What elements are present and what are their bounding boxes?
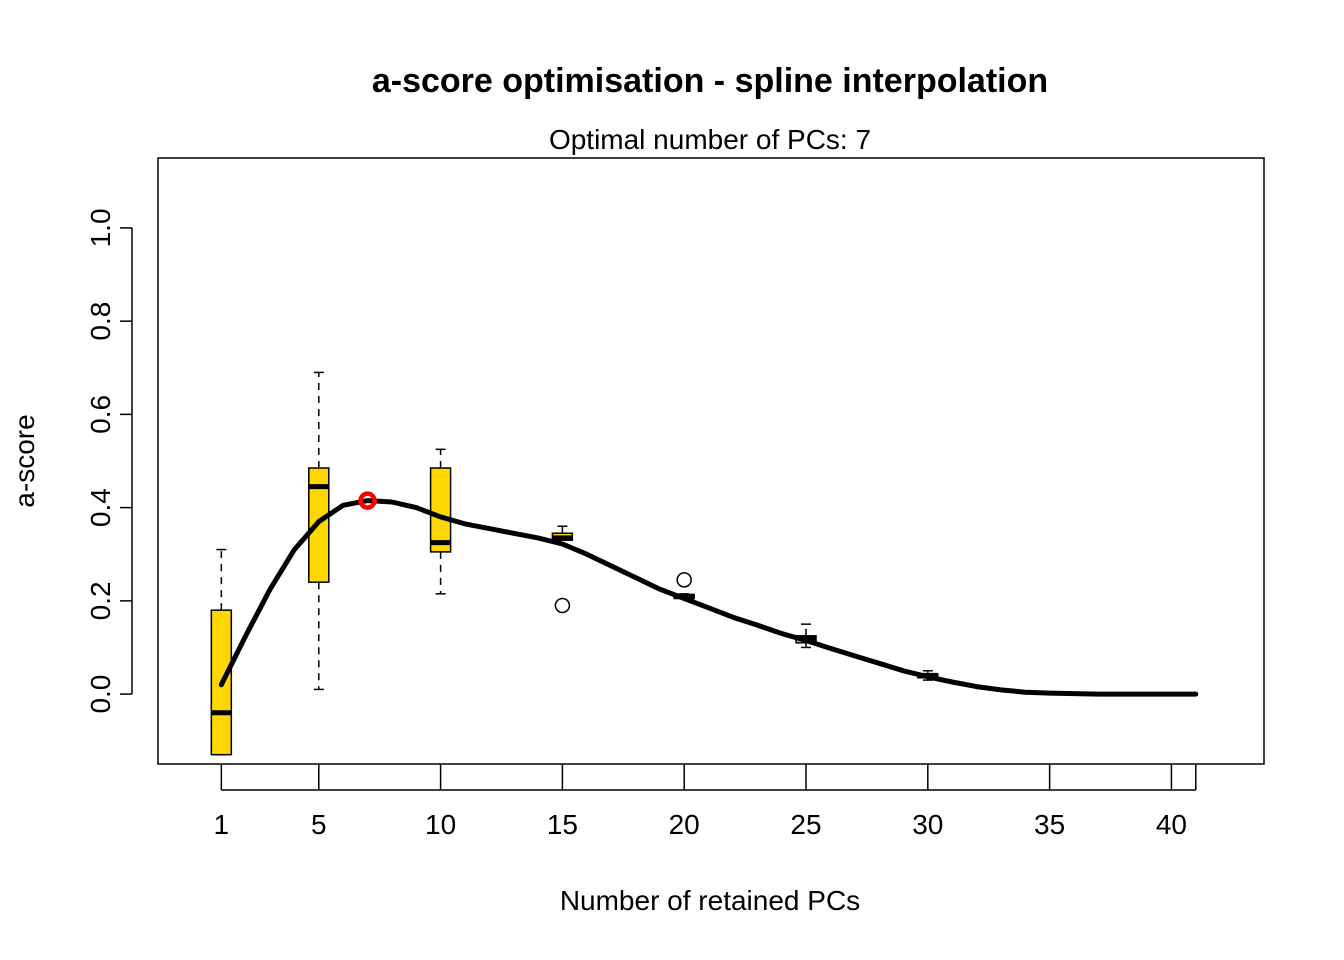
x-axis: 1 5 10 15 20 25 30 35 40 (214, 764, 1197, 840)
optimum-point (358, 491, 377, 510)
x-tick-label: 20 (669, 809, 700, 840)
y-tick-label: 1.0 (85, 208, 116, 247)
y-tick-label: 0.4 (85, 488, 116, 527)
x-axis-label: Number of retained PCs (560, 885, 860, 916)
x-tick-label: 15 (547, 809, 578, 840)
y-tick-label: 0.8 (85, 302, 116, 341)
y-axis: 0.0 0.2 0.4 0.6 0.8 1.0 (85, 208, 133, 714)
plot-frame (157, 157, 1265, 765)
y-tick-label: 0.6 (85, 395, 116, 434)
boxplot (429, 448, 452, 595)
boxplot (551, 525, 574, 541)
x-tick-label: 30 (912, 809, 943, 840)
x-tick-label: 10 (425, 809, 456, 840)
optimum-marker (358, 491, 377, 510)
x-tick-label: 40 (1156, 809, 1187, 840)
spline-curve (218, 498, 1199, 697)
outlier-points (554, 572, 692, 614)
y-tick-label: 0.0 (85, 675, 116, 714)
x-tick-label: 1 (214, 809, 230, 840)
box (429, 467, 452, 553)
x-tick-label: 25 (790, 809, 821, 840)
x-tick-label: 35 (1034, 809, 1065, 840)
y-axis-label: a-score (9, 414, 40, 507)
outlier-point (676, 572, 692, 588)
boxplots (210, 371, 939, 756)
boxplot (210, 548, 233, 756)
chart-subtitle: Optimal number of PCs: 7 (549, 124, 871, 155)
boxplot (308, 371, 330, 691)
chart-title: a-score optimisation - spline interpolat… (372, 62, 1048, 100)
outlier-point (554, 597, 571, 614)
y-tick-label: 0.2 (85, 581, 116, 620)
spline-line (218, 498, 1199, 697)
x-tick-label: 5 (311, 809, 327, 840)
